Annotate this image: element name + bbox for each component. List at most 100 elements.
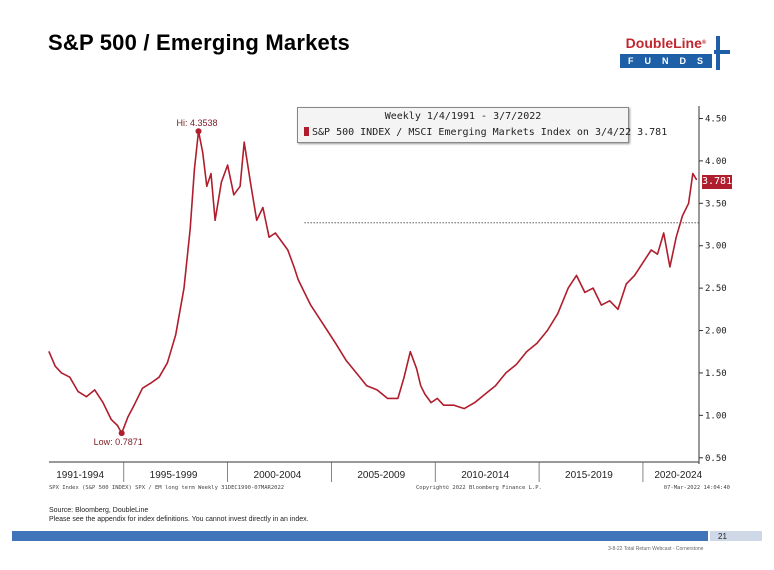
data-point [326, 329, 328, 332]
data-point [268, 236, 270, 238]
y-tick-label: 2.50 [705, 284, 727, 294]
current-value-tag: 3.781 [702, 175, 733, 189]
data-point [669, 266, 671, 268]
logo-wordmark: DoubleLine® [625, 35, 707, 51]
y-tick-label: 3.00 [705, 242, 727, 252]
data-point [642, 262, 644, 264]
data-point [243, 141, 245, 143]
data-point [409, 351, 411, 353]
data-point [366, 385, 368, 387]
data-point [355, 372, 357, 374]
data-point [600, 304, 602, 306]
data-point [675, 236, 677, 238]
x-period-label: 2015-2019 [565, 470, 613, 481]
data-point [334, 342, 337, 344]
data-point [256, 219, 258, 221]
legend-title: Weekly 1/4/1991 - 3/7/2022 [384, 111, 542, 122]
data-point [415, 368, 418, 370]
data-point [193, 168, 195, 170]
data-point [376, 389, 378, 391]
data-point [453, 404, 455, 406]
x-period-label: 1991-1994 [56, 470, 104, 481]
data-point [116, 424, 119, 427]
data-point [262, 206, 264, 209]
data-point [94, 389, 96, 391]
data-point [536, 342, 538, 344]
bottom-left-caption: SPX Index (S&P 500 INDEX) SPX / EM long … [49, 485, 284, 491]
data-point [54, 365, 56, 367]
data-point [189, 228, 191, 230]
data-point [424, 393, 426, 395]
data-point [420, 385, 422, 387]
data-point [85, 396, 87, 398]
data-point [557, 312, 559, 315]
x-period-label: 2020-2024 [654, 470, 702, 481]
data-point [127, 416, 129, 418]
data-point [303, 291, 306, 293]
footer-bar-right [710, 531, 762, 541]
data-point [297, 279, 299, 281]
high-label: Hi: 4.3538 [177, 118, 218, 128]
data-point [650, 249, 652, 251]
data-point [484, 393, 486, 395]
data-point [688, 202, 690, 204]
bottom-right-caption: 07-Mar-2022 14:04:40 [664, 485, 730, 491]
data-point [625, 283, 627, 285]
data-point [210, 173, 212, 175]
data-point [663, 232, 665, 234]
data-point [430, 402, 432, 404]
x-period-label: 2000-2004 [254, 470, 302, 481]
ratio-chart: 0.50 1.00 1.50 2.00 2.50 3.00 3.50 4.00 4.50 1991… [44, 100, 734, 495]
data-point [110, 418, 112, 421]
data-point [656, 253, 659, 255]
series-line [48, 130, 698, 434]
data-point [60, 372, 63, 374]
data-point [345, 359, 347, 361]
data-point [505, 372, 507, 374]
page-number: 21 [718, 532, 727, 541]
data-point [175, 334, 177, 336]
data-point [287, 249, 289, 251]
x-period-label: 2010-2014 [461, 470, 509, 481]
data-point [233, 194, 235, 196]
source-line-1: Source: Bloomberg, DoubleLine [49, 507, 149, 514]
data-point [77, 391, 79, 393]
y-tick-label: 1.00 [705, 411, 727, 421]
data-point [293, 266, 295, 268]
y-tick-label: 0.50 [705, 454, 727, 464]
y-tick-label: 2.00 [705, 327, 727, 337]
data-point [592, 287, 594, 289]
data-point [474, 402, 476, 404]
data-point [158, 376, 160, 378]
y-tick-label: 4.00 [705, 157, 727, 167]
data-point [546, 329, 549, 332]
logo-funds-band: FUNDS [620, 54, 712, 68]
chart-svg: 0.50 1.00 1.50 2.00 2.50 3.00 3.50 4.00 4.50 1991… [48, 106, 730, 491]
data-point [280, 240, 283, 243]
x-period-label: 2005-2009 [357, 470, 405, 481]
logo-cross-horizontal [714, 50, 730, 54]
data-point [226, 164, 229, 166]
source-note: Source: Bloomberg, DoubleLine Please see… [49, 506, 309, 524]
footer-bar [12, 531, 708, 541]
y-tick-label: 1.50 [705, 369, 727, 379]
slide-title: S&P 500 / Emerging Markets [48, 30, 350, 55]
data-point [133, 404, 135, 406]
data-point [567, 287, 569, 289]
footer-note: 3-8-22 Total Return Webcast - Cornerston… [608, 546, 704, 552]
data-point [695, 178, 698, 181]
source-line-2: Please see the appendix for index defini… [49, 516, 309, 523]
doubleline-logo: DoubleLine® FUNDS [620, 34, 732, 72]
data-point [249, 181, 252, 183]
low-label: Low: 0.7871 [94, 437, 143, 447]
legend-series: S&P 500 INDEX / MSCI Emerging Markets In… [304, 127, 667, 138]
data-point [48, 351, 50, 353]
data-point [166, 362, 168, 364]
data-point [150, 382, 152, 384]
data-point [220, 181, 222, 183]
data-point [214, 219, 216, 221]
legend-series-label: S&P 500 INDEX / MSCI Emerging Markets In… [312, 127, 668, 138]
data-point [494, 385, 497, 387]
data-point [397, 397, 399, 399]
data-point [584, 291, 586, 293]
